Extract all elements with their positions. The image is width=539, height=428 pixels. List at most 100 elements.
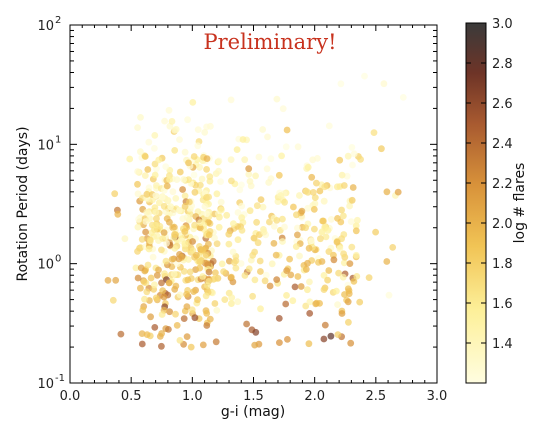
- data-point: [318, 258, 326, 265]
- data-point: [249, 251, 257, 259]
- data-point: [217, 198, 225, 206]
- data-point: [353, 273, 361, 280]
- data-point: [171, 147, 179, 154]
- data-point: [149, 253, 157, 261]
- data-point: [141, 153, 149, 160]
- data-point: [165, 106, 173, 114]
- data-point: [255, 153, 263, 161]
- data-point: [311, 225, 318, 233]
- data-point: [147, 274, 155, 282]
- data-point: [223, 211, 231, 219]
- data-point: [354, 216, 361, 224]
- data-point: [109, 296, 117, 304]
- data-point: [184, 116, 192, 124]
- data-point: [284, 336, 291, 343]
- data-point: [213, 307, 221, 314]
- data-point: [290, 203, 297, 211]
- colorbar-tick-label: 2.8: [492, 57, 513, 72]
- data-point: [246, 178, 254, 185]
- data-point: [205, 240, 212, 248]
- data-point: [199, 273, 207, 280]
- data-point: [153, 271, 161, 279]
- data-point: [218, 206, 225, 214]
- data-point: [281, 198, 288, 206]
- data-point: [238, 227, 246, 234]
- data-point: [251, 341, 259, 349]
- data-point: [158, 279, 165, 287]
- data-point: [263, 165, 271, 173]
- data-point: [176, 337, 184, 344]
- data-point: [203, 310, 211, 317]
- y-axis-label: Rotation Period (days): [15, 126, 31, 281]
- data-point: [142, 228, 150, 236]
- colorbar-tick-label: 1.8: [492, 257, 513, 272]
- data-point: [316, 187, 324, 195]
- data-point: [257, 268, 264, 275]
- data-point: [176, 291, 184, 299]
- data-point: [144, 166, 152, 173]
- data-point: [253, 218, 260, 226]
- data-point: [385, 291, 393, 299]
- data-point: [205, 231, 213, 239]
- data-point: [256, 257, 264, 265]
- data-point: [320, 286, 328, 293]
- data-point: [294, 143, 302, 151]
- data-point: [327, 332, 335, 340]
- y-tick-label: 10: [37, 19, 54, 34]
- data-point: [185, 176, 192, 184]
- data-point: [260, 228, 268, 236]
- data-point: [266, 218, 273, 226]
- data-point: [185, 256, 192, 263]
- data-point: [138, 236, 146, 243]
- data-point: [277, 192, 284, 199]
- data-point: [203, 210, 211, 218]
- data-point: [312, 300, 320, 308]
- data-point: [152, 192, 160, 200]
- data-point: [336, 156, 344, 164]
- data-point: [199, 246, 207, 254]
- data-point: [336, 245, 344, 252]
- data-point: [210, 275, 217, 283]
- data-point: [345, 318, 352, 326]
- colorbar-label: log # flares: [512, 163, 528, 244]
- data-point: [333, 238, 341, 246]
- data-point: [289, 297, 297, 305]
- data-point: [310, 206, 318, 213]
- data-point: [338, 171, 346, 179]
- data-point: [198, 175, 206, 183]
- data-point: [305, 244, 313, 252]
- data-point: [349, 161, 356, 169]
- data-point: [311, 194, 319, 202]
- data-point: [340, 182, 348, 189]
- data-point: [158, 342, 165, 350]
- data-point: [304, 163, 312, 171]
- data-point: [380, 80, 388, 88]
- data-point: [141, 295, 148, 303]
- data-point: [304, 286, 311, 294]
- data-point: [152, 294, 160, 302]
- data-point: [346, 202, 353, 210]
- colorbar-tick-label: 1.6: [492, 297, 513, 312]
- data-point: [172, 231, 180, 239]
- data-point: [151, 132, 159, 139]
- data-point: [201, 129, 209, 136]
- data-point: [338, 206, 345, 214]
- data-point: [189, 99, 197, 106]
- data-point: [228, 177, 235, 185]
- data-point: [191, 314, 199, 322]
- data-point: [327, 216, 335, 223]
- colorbar-ticks: 1.4 1.6 1.8 2.0 2.2 2.4 2.6 2.8 3.0: [466, 17, 513, 352]
- data-point: [172, 310, 179, 318]
- data-point: [334, 215, 341, 222]
- data-point: [180, 176, 188, 183]
- data-point: [159, 287, 167, 295]
- data-point: [162, 163, 170, 171]
- data-point: [155, 156, 163, 164]
- data-point: [251, 276, 259, 284]
- data-point: [257, 305, 264, 313]
- data-point: [143, 190, 151, 198]
- data-point: [287, 271, 295, 279]
- data-point: [296, 252, 303, 260]
- data-point: [158, 311, 166, 318]
- data-point: [237, 260, 245, 267]
